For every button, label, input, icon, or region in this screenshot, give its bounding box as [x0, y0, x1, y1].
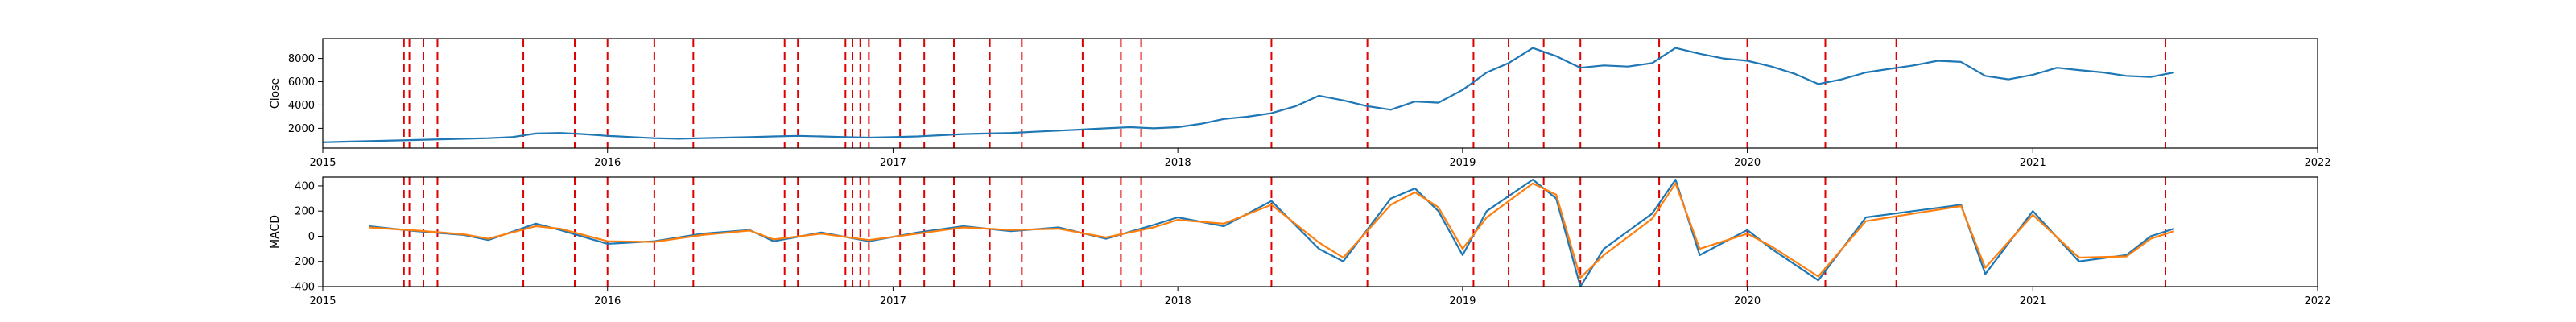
x-tick-label: 2017 — [880, 157, 906, 169]
x-tick-label: 2018 — [1165, 157, 1191, 169]
y-tick-label: -400 — [291, 282, 315, 294]
series-line-0 — [323, 47, 2174, 143]
y-tick-label: 6000 — [288, 76, 315, 89]
macd-panel: 2015 2016 2017 2018 2019 2020 2021 2022 -400 -200… — [269, 176, 2331, 308]
y-tick-label: 2000 — [288, 123, 315, 135]
x-tick-label: 2022 — [2304, 295, 2330, 308]
x-tick-label: 2017 — [880, 295, 906, 308]
x-tick-label: 2019 — [1449, 295, 1476, 308]
x-tick-label: 2019 — [1449, 157, 1476, 169]
y-tick-label: 400 — [295, 180, 315, 192]
x-tick-label: 2022 — [2304, 157, 2330, 169]
y-tick-label: -200 — [291, 256, 315, 268]
close-price-panel: 2015 2016 2017 2018 2019 2020 2021 2022 2000 4000… — [269, 38, 2331, 169]
y-tick-label: 200 — [295, 206, 315, 218]
x-tick-label: 2018 — [1165, 295, 1191, 308]
x-tick-label: 2020 — [1734, 295, 1761, 308]
y-axis-label: Close — [269, 78, 282, 109]
series-line-1 — [369, 182, 2175, 279]
x-tick-label: 2016 — [594, 157, 621, 169]
x-tick-label: 2021 — [2020, 157, 2046, 169]
x-tick-label: 2020 — [1734, 157, 1761, 169]
y-tick-label: 4000 — [288, 100, 315, 112]
x-tick-label: 2015 — [309, 157, 336, 169]
x-tick-label: 2016 — [594, 295, 621, 308]
axes-frame — [322, 38, 2318, 149]
plot-area — [323, 39, 2174, 148]
x-tick-label: 2021 — [2020, 295, 2046, 308]
y-axis-label: MACD — [269, 215, 282, 249]
y-tick-label: 0 — [308, 231, 315, 243]
x-tick-label: 2015 — [309, 295, 336, 308]
axes-frame — [322, 176, 2318, 287]
plot-area — [369, 177, 2175, 287]
y-tick-label: 8000 — [288, 53, 315, 65]
